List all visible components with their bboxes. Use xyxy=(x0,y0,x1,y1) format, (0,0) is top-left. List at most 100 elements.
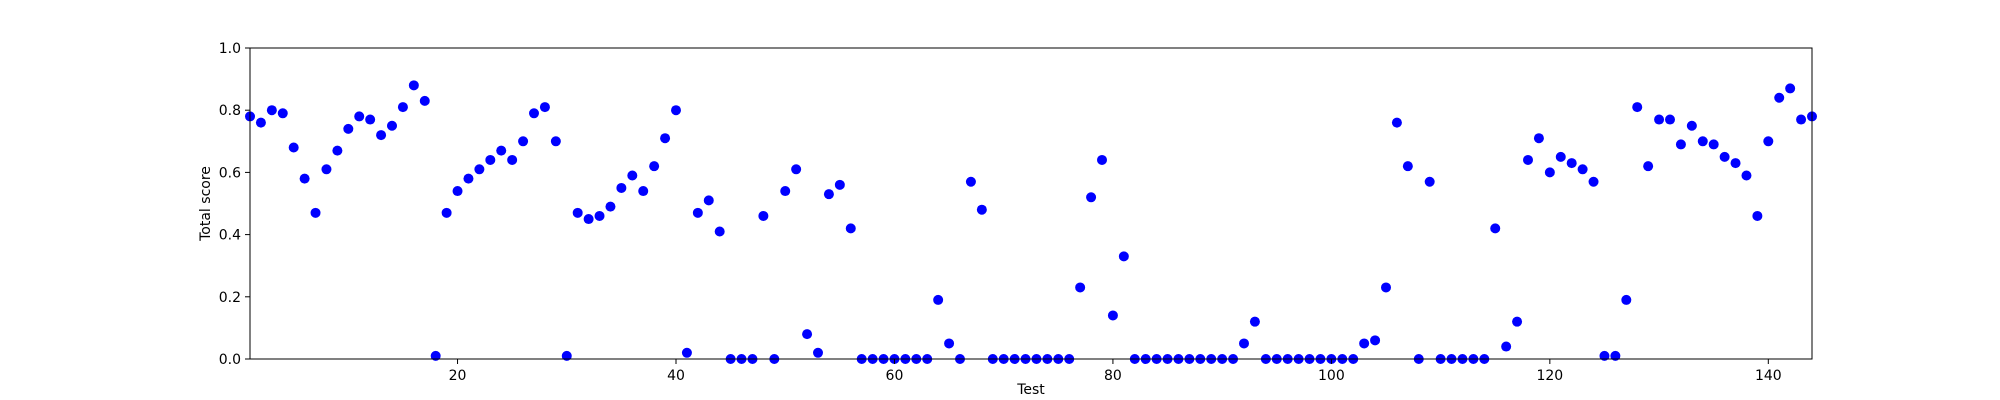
data-point xyxy=(1391,117,1402,128)
y-tick-label: 0.8 xyxy=(219,103,241,119)
data-point xyxy=(714,226,725,237)
data-point xyxy=(474,164,485,175)
data-point xyxy=(408,80,419,91)
data-point xyxy=(1424,176,1435,187)
data-point xyxy=(310,207,321,218)
data-point xyxy=(507,154,518,165)
data-point xyxy=(813,347,823,358)
data-point xyxy=(944,338,955,349)
data-point xyxy=(419,95,430,106)
data-point xyxy=(1239,338,1249,349)
x-tick-label: 20 xyxy=(449,368,467,384)
data-point xyxy=(616,182,627,193)
data-point xyxy=(1774,92,1785,103)
data-point xyxy=(1588,176,1599,187)
data-point xyxy=(802,329,813,340)
data-point xyxy=(933,294,944,305)
data-point xyxy=(692,207,703,218)
data-point xyxy=(441,207,452,218)
x-tick-label: 40 xyxy=(667,368,685,384)
data-point xyxy=(605,201,616,212)
data-point xyxy=(550,136,561,147)
data-point xyxy=(1555,151,1566,162)
data-point xyxy=(681,347,692,358)
data-point xyxy=(791,164,802,175)
data-point xyxy=(594,210,605,221)
data-point xyxy=(496,145,507,156)
data-point xyxy=(1075,282,1086,293)
y-tick-label: 0.4 xyxy=(219,228,241,244)
y-axis-ticks: 0.0 0.2 0.4 0.6 0.8 1.0 xyxy=(219,41,250,368)
data-point xyxy=(583,214,594,225)
data-point xyxy=(1402,161,1413,172)
x-tick-label: 140 xyxy=(1755,368,1782,384)
data-point xyxy=(1107,310,1118,321)
data-point xyxy=(529,108,539,119)
y-tick-label: 0.2 xyxy=(219,290,241,306)
data-point xyxy=(649,161,660,172)
data-point xyxy=(1686,120,1697,131)
data-point xyxy=(1118,251,1129,262)
data-point xyxy=(1632,102,1643,113)
data-point xyxy=(266,105,277,116)
data-point xyxy=(1741,170,1752,181)
x-axis-label: Test xyxy=(1016,382,1045,398)
data-point xyxy=(1697,136,1708,147)
data-point xyxy=(1577,164,1588,175)
data-point xyxy=(1621,294,1632,305)
data-point xyxy=(976,204,987,215)
data-point xyxy=(277,108,288,119)
data-point xyxy=(518,136,529,147)
data-point xyxy=(1708,139,1719,150)
data-point xyxy=(299,173,310,184)
plot-area-frame xyxy=(249,47,1813,360)
data-point xyxy=(387,120,397,131)
data-point xyxy=(660,133,671,144)
x-tick-label: 60 xyxy=(886,368,904,384)
data-point xyxy=(1566,158,1577,169)
data-point xyxy=(1381,282,1391,293)
data-point xyxy=(671,105,681,116)
data-point xyxy=(1523,154,1533,165)
x-tick-label: 120 xyxy=(1536,368,1563,384)
data-point xyxy=(397,102,408,113)
data-point xyxy=(1359,338,1370,349)
data-point xyxy=(485,154,496,165)
data-point xyxy=(638,186,649,197)
data-point xyxy=(343,123,354,134)
data-point xyxy=(823,189,834,200)
data-point xyxy=(1097,154,1107,165)
data-point xyxy=(1730,158,1741,169)
data-point xyxy=(332,145,343,156)
data-point xyxy=(354,111,365,122)
data-point xyxy=(430,350,441,361)
data-point xyxy=(255,117,266,128)
data-point xyxy=(365,114,376,125)
data-point xyxy=(1490,223,1501,234)
data-point xyxy=(1249,316,1260,327)
data-point xyxy=(1665,114,1675,125)
x-tick-label: 100 xyxy=(1318,368,1345,384)
y-tick-label: 1.0 xyxy=(219,41,241,57)
data-point xyxy=(572,207,583,218)
y-tick-label: 0.6 xyxy=(219,165,241,181)
data-point xyxy=(1796,114,1807,125)
data-point xyxy=(1675,139,1686,150)
data-point xyxy=(703,195,714,206)
x-tick-label: 80 xyxy=(1104,368,1122,384)
data-point xyxy=(1752,210,1763,221)
data-point xyxy=(321,164,332,175)
data-point xyxy=(1610,350,1621,361)
data-point xyxy=(1763,136,1774,147)
data-point xyxy=(1599,350,1610,361)
data-point xyxy=(1643,161,1654,172)
data-point xyxy=(965,176,976,187)
data-point xyxy=(452,186,463,197)
data-point xyxy=(288,142,299,153)
data-point xyxy=(834,179,845,190)
data-point xyxy=(1370,335,1381,346)
y-axis-label: Total score xyxy=(198,166,214,242)
data-point xyxy=(1512,316,1523,327)
